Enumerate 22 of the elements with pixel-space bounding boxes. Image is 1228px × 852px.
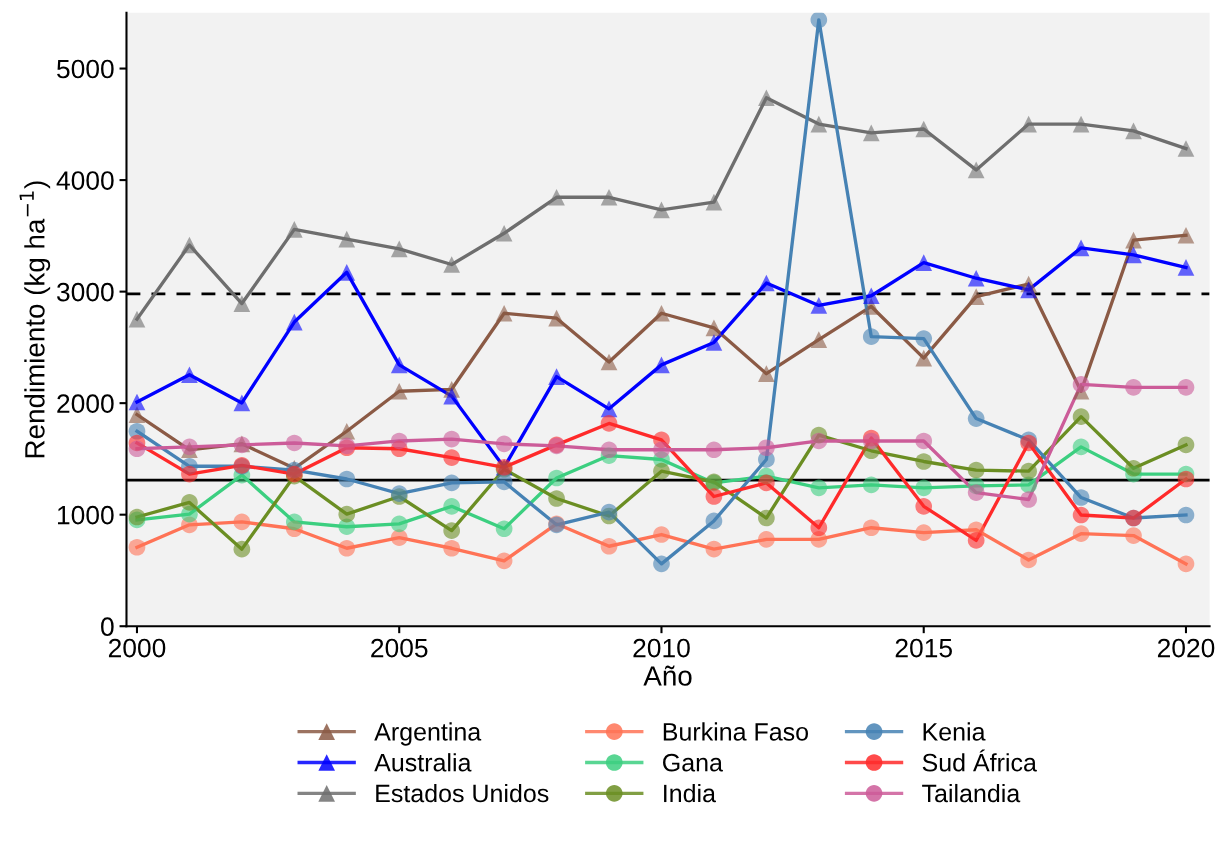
legend-label: Estados Unidos bbox=[376, 783, 549, 803]
legend-label: Argentina bbox=[374, 722, 482, 746]
y-axis-title: Rendimiento (kg ha$^{−1}$) bbox=[19, 181, 51, 458]
y-tick-label: 1000 bbox=[57, 505, 114, 525]
x-tick-label: 2000 bbox=[108, 638, 166, 658]
x-tick-label: 2015 bbox=[895, 638, 952, 658]
x-axis-title: Año bbox=[643, 665, 692, 686]
y-tick-label: 4000 bbox=[56, 171, 114, 190]
x-tick-label: 2005 bbox=[371, 638, 428, 658]
x-tick-label: 2010 bbox=[633, 638, 690, 658]
legend-label: India bbox=[664, 783, 716, 803]
legend-label: Kenia bbox=[923, 722, 986, 741]
y-tick-label: 3000 bbox=[56, 282, 114, 302]
legend-label: Australia bbox=[374, 753, 472, 772]
y-tick-label: 5000 bbox=[57, 59, 114, 79]
y-tick-label: 2000 bbox=[57, 394, 114, 413]
legend-label: Gana bbox=[663, 753, 723, 772]
legend-label: Sud África bbox=[922, 749, 1037, 772]
y-tick-label: 0 bbox=[101, 617, 114, 637]
legend-label: Burkina Faso bbox=[663, 722, 809, 741]
legend-label: Tailandia bbox=[922, 783, 1021, 803]
x-tick-label: 2020 bbox=[1157, 638, 1215, 658]
